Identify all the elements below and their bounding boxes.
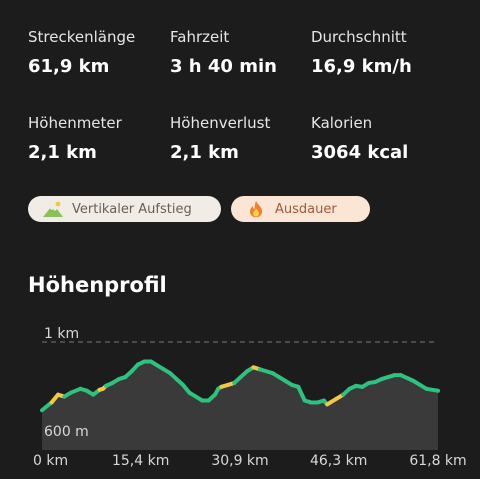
stat-distance: Streckenlänge 61,9 km bbox=[28, 28, 168, 77]
x-tick-label: 0 km bbox=[33, 453, 68, 469]
x-tick-label: 15,4 km bbox=[112, 453, 169, 469]
stat-value: 3 h 40 min bbox=[170, 56, 277, 77]
x-tick-label: 46,3 km bbox=[310, 453, 367, 469]
stat-duration: Fahrzeit 3 h 40 min bbox=[170, 28, 310, 77]
stat-calories: Kalorien 3064 kcal bbox=[311, 114, 451, 163]
elevation-line-segment bbox=[424, 386, 440, 393]
stat-average: Durchschnitt 16,9 km/h bbox=[311, 28, 451, 77]
x-tick-label: 30,9 km bbox=[211, 453, 268, 469]
stat-elevation-loss: Höhenverlust 2,1 km bbox=[170, 114, 310, 163]
elevation-chart: 1 km 600 m 0 km 15,4 km 30,9 km 46,3 km 61,8… bbox=[33, 326, 467, 469]
stat-value: 16,9 km/h bbox=[311, 56, 412, 77]
flame-icon bbox=[245, 200, 267, 218]
stat-value: 61,9 km bbox=[28, 56, 110, 77]
stat-value: 3064 kcal bbox=[311, 142, 409, 163]
chip-label: Ausdauer bbox=[275, 201, 337, 217]
chip-vertical-climb[interactable]: Vertikaler Aufstieg bbox=[28, 196, 221, 222]
elevation-line-segment bbox=[296, 384, 307, 403]
elevation-line bbox=[40, 359, 440, 413]
chip-label: Vertikaler Aufstieg bbox=[72, 201, 192, 217]
stat-value: 2,1 km bbox=[170, 142, 239, 163]
stat-label: Durchschnitt bbox=[311, 28, 407, 46]
chip-endurance[interactable]: Ausdauer bbox=[231, 196, 370, 222]
stat-label: Fahrzeit bbox=[170, 28, 230, 46]
stat-label: Streckenlänge bbox=[28, 28, 136, 46]
y-tick-label: 1 km bbox=[44, 326, 79, 342]
elevation-area bbox=[42, 361, 438, 450]
section-title: Höhenprofil bbox=[28, 273, 167, 297]
elevation-line-segment bbox=[40, 400, 54, 413]
stat-label: Höhenverlust bbox=[170, 114, 271, 132]
x-tick-label: 61,8 km bbox=[409, 453, 466, 469]
stat-label: Höhenmeter bbox=[28, 114, 122, 132]
mountain-icon bbox=[42, 200, 64, 218]
stat-elevation-gain: Höhenmeter 2,1 km bbox=[28, 114, 168, 163]
stat-value: 2,1 km bbox=[28, 142, 97, 163]
stat-label: Kalorien bbox=[311, 114, 373, 132]
y-tick-label: 600 m bbox=[44, 424, 89, 440]
